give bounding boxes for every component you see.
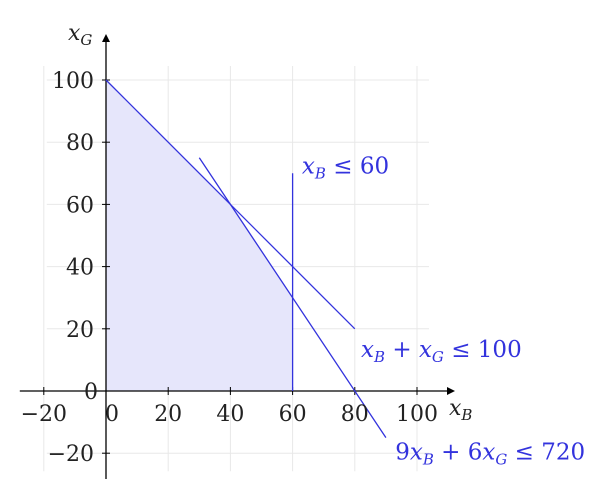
feasible-region-fill [106,80,293,391]
y-tick-label: 20 [66,318,94,343]
y-tick-label: 40 [66,256,94,281]
constraint-label-2: xB + xG ≤ 100 [361,337,522,366]
y-tick-label: −20 [48,442,94,467]
y-axis-label: xG [68,21,92,49]
feasible-region [106,80,293,391]
x-tick-label: 60 [279,402,307,427]
x-axis-label: xB [449,396,472,424]
x-tick-label: −20 [21,402,67,427]
y-tick-label: 100 [52,69,94,94]
labels: −20 0 20 40 60 80 100 −20 0 20 40 60 80 100 xB xG xB ≤ 6… [21,21,586,468]
y-tick-label: 0 [84,380,98,405]
x-tick-label: 80 [341,402,369,427]
constraint-line-3 [198,157,387,439]
x-tick-label: 20 [154,402,182,427]
constraint-lines [105,79,387,439]
y-tick-label: 60 [66,193,94,218]
constraint-label-1: xB ≤ 60 [302,153,389,182]
constraint-label-3: 9xB + 6xG ≤ 720 [395,439,585,468]
x-tick-label: 40 [216,402,244,427]
x-tick-label: 100 [396,402,438,427]
x-tick-label: 0 [105,402,119,427]
y-tick-label: 80 [66,131,94,156]
axes [19,34,455,479]
